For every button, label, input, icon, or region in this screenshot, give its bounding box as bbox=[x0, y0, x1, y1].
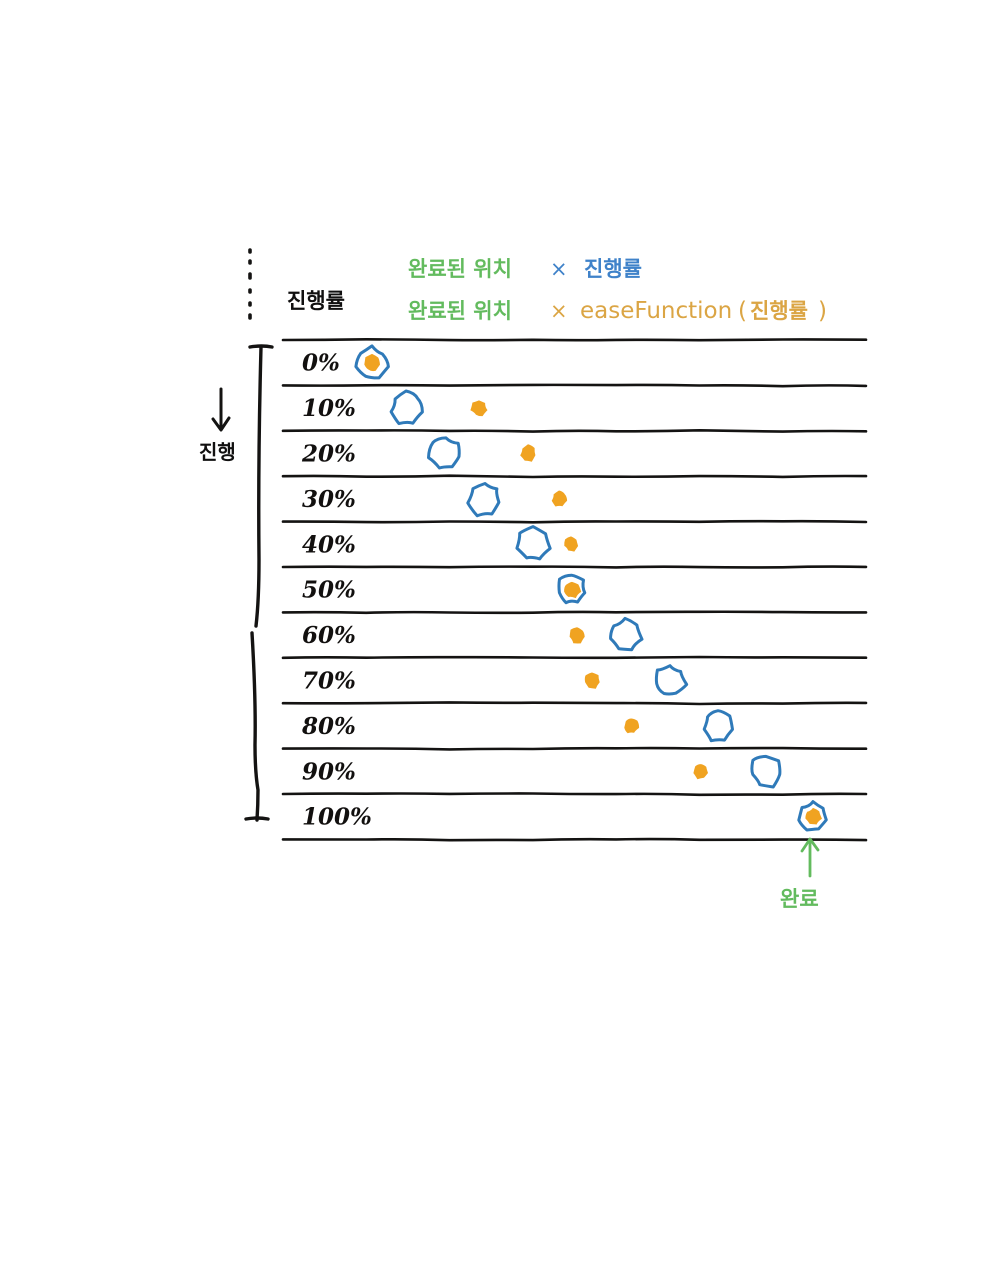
row-progress-label: 90% bbox=[302, 758, 356, 785]
table-row: 90% bbox=[302, 754, 782, 789]
linear-position-marker bbox=[654, 664, 689, 696]
legend-green-label-1: 완료된 위치 bbox=[408, 257, 512, 281]
row-divider bbox=[281, 428, 868, 433]
row-progress-label: 70% bbox=[302, 668, 356, 695]
eased-position-marker bbox=[564, 536, 579, 552]
range-bracket-upper bbox=[248, 344, 274, 628]
table-row: 100% bbox=[302, 800, 828, 832]
legend-line-linear: 완료된 위치 × 진행률 bbox=[408, 257, 642, 281]
linear-position-marker bbox=[466, 482, 501, 518]
table-row: 20% bbox=[301, 436, 536, 470]
table-row: 60% bbox=[302, 616, 644, 652]
row-divider bbox=[281, 519, 868, 524]
legend-operator-2: × bbox=[550, 299, 568, 323]
eased-position-marker bbox=[569, 627, 585, 644]
row-divider-group bbox=[281, 337, 868, 842]
legend-blue-label: 진행률 bbox=[584, 257, 642, 281]
row-divider bbox=[281, 337, 868, 342]
row-divider bbox=[281, 383, 868, 388]
eased-position-marker bbox=[364, 353, 380, 372]
legend-paren-close: ) bbox=[818, 298, 827, 324]
row-progress-label: 40% bbox=[302, 531, 356, 558]
legend-paren-open: ( bbox=[738, 298, 747, 324]
linear-position-marker bbox=[797, 800, 828, 832]
row-progress-label: 10% bbox=[302, 395, 356, 422]
range-bracket-lower bbox=[244, 631, 270, 822]
linear-position-marker bbox=[557, 573, 587, 605]
row-progress-label: 80% bbox=[301, 713, 356, 740]
legend-ease-arg-label: 진행률 bbox=[750, 299, 808, 323]
table-row: 30% bbox=[302, 482, 568, 518]
progress-direction-arrow bbox=[211, 387, 231, 432]
row-divider bbox=[281, 610, 868, 615]
eased-position-marker bbox=[564, 581, 582, 599]
row-progress-label: 100% bbox=[302, 804, 372, 831]
row-progress-label: 60% bbox=[302, 622, 356, 649]
eased-position-marker bbox=[520, 444, 536, 462]
row-divider bbox=[281, 837, 868, 842]
row-divider bbox=[281, 474, 868, 479]
row-divider bbox=[281, 746, 868, 751]
row-divider bbox=[281, 655, 868, 660]
linear-position-marker bbox=[354, 344, 390, 380]
eased-position-marker bbox=[584, 672, 600, 689]
legend-green-label-2: 완료된 위치 bbox=[408, 299, 512, 323]
progress-direction-label: 진행 bbox=[199, 440, 236, 464]
eased-position-marker bbox=[470, 400, 488, 417]
progress-header-label: 진행률 bbox=[287, 289, 345, 313]
row-progress-label: 20% bbox=[301, 441, 356, 468]
linear-position-marker bbox=[609, 616, 644, 652]
linear-position-marker bbox=[427, 436, 461, 470]
completion-label: 완료 bbox=[780, 887, 819, 911]
table-row: 40% bbox=[302, 525, 579, 561]
legend-line-eased: 완료된 위치 × easeFunction ( 진행률 ) bbox=[408, 298, 827, 324]
eased-position-marker bbox=[805, 807, 822, 825]
legend-operator-1: × bbox=[550, 257, 568, 281]
completion-arrow bbox=[800, 837, 820, 878]
table-row: 10% bbox=[302, 389, 488, 426]
legend-ease-function-label: easeFunction bbox=[580, 298, 732, 324]
row-progress-label: 30% bbox=[302, 486, 356, 513]
eased-position-marker bbox=[551, 490, 568, 507]
eased-position-marker bbox=[624, 718, 640, 734]
row-progress-label: 0% bbox=[302, 350, 340, 377]
table-row: 80% bbox=[301, 709, 734, 743]
progress-row-group: 0% 10% 20% 30% 40% 50% 60% 70% 80% 90% 100% bbox=[301, 344, 828, 832]
eased-position-marker bbox=[693, 764, 708, 780]
linear-position-marker bbox=[515, 525, 552, 561]
row-divider bbox=[281, 792, 868, 797]
row-progress-label: 50% bbox=[302, 577, 356, 604]
table-row: 50% bbox=[302, 573, 587, 605]
linear-position-marker bbox=[389, 389, 424, 426]
table-row: 0% bbox=[302, 344, 390, 380]
table-row: 70% bbox=[302, 664, 689, 696]
linear-position-marker bbox=[750, 754, 782, 789]
linear-position-marker bbox=[702, 709, 734, 743]
row-divider bbox=[281, 565, 868, 569]
row-divider bbox=[281, 701, 868, 706]
